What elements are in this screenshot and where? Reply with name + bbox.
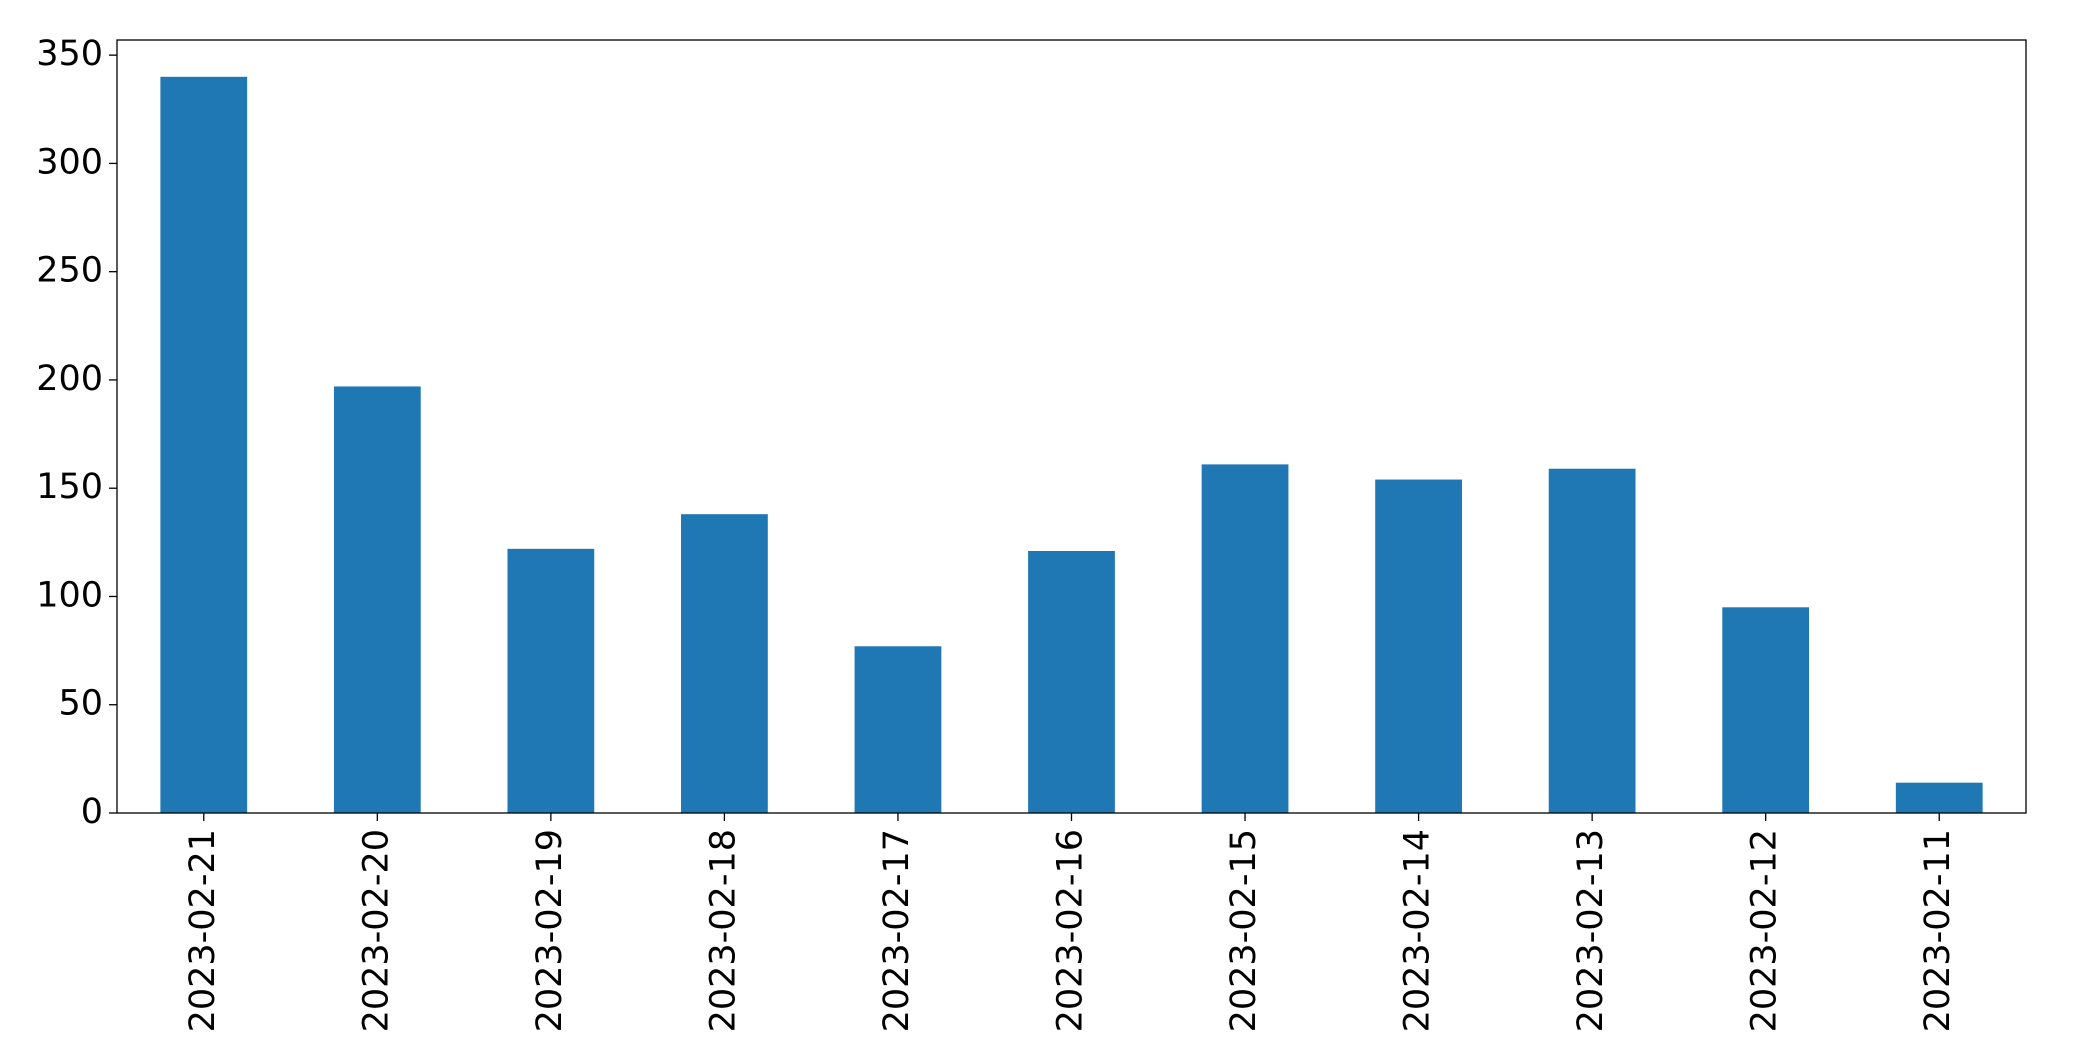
x-tick-label: 2023-02-16 (1051, 829, 1091, 1032)
x-tick-label: 2023-02-18 (703, 829, 743, 1032)
x-tick-label: 2023-02-11 (1918, 829, 1958, 1032)
bar (160, 76, 248, 814)
plot-frame (116, 39, 2027, 814)
x-tick-label: 2023-02-12 (1745, 829, 1785, 1032)
y-tick-label: 100 (36, 575, 103, 615)
y-tick-label: 250 (36, 251, 103, 291)
bar (507, 548, 595, 813)
x-tick-label: 2023-02-17 (877, 829, 917, 1032)
bar (333, 386, 421, 813)
y-tick-label: 200 (36, 359, 103, 399)
y-tick-label: 350 (36, 34, 103, 74)
bar (1548, 468, 1636, 813)
bar (1722, 607, 1810, 813)
y-tick-label: 50 (58, 684, 103, 724)
bar (681, 514, 768, 813)
y-tick-label: 300 (36, 142, 103, 182)
x-tick-label: 2023-02-15 (1224, 829, 1264, 1032)
bar (1375, 479, 1462, 813)
y-tick-label: 150 (36, 467, 103, 507)
x-tick-label: 2023-02-21 (183, 829, 223, 1032)
y-tick-label: 0 (81, 792, 103, 832)
bar (1028, 551, 1115, 813)
x-tick-label: 2023-02-14 (1398, 829, 1438, 1032)
bar (854, 646, 942, 813)
bar (1895, 782, 1983, 813)
x-tick-label: 2023-02-20 (356, 829, 396, 1032)
x-tick-label: 2023-02-13 (1571, 829, 1611, 1032)
bar (1201, 464, 1289, 813)
x-tick-label: 2023-02-19 (530, 829, 570, 1032)
